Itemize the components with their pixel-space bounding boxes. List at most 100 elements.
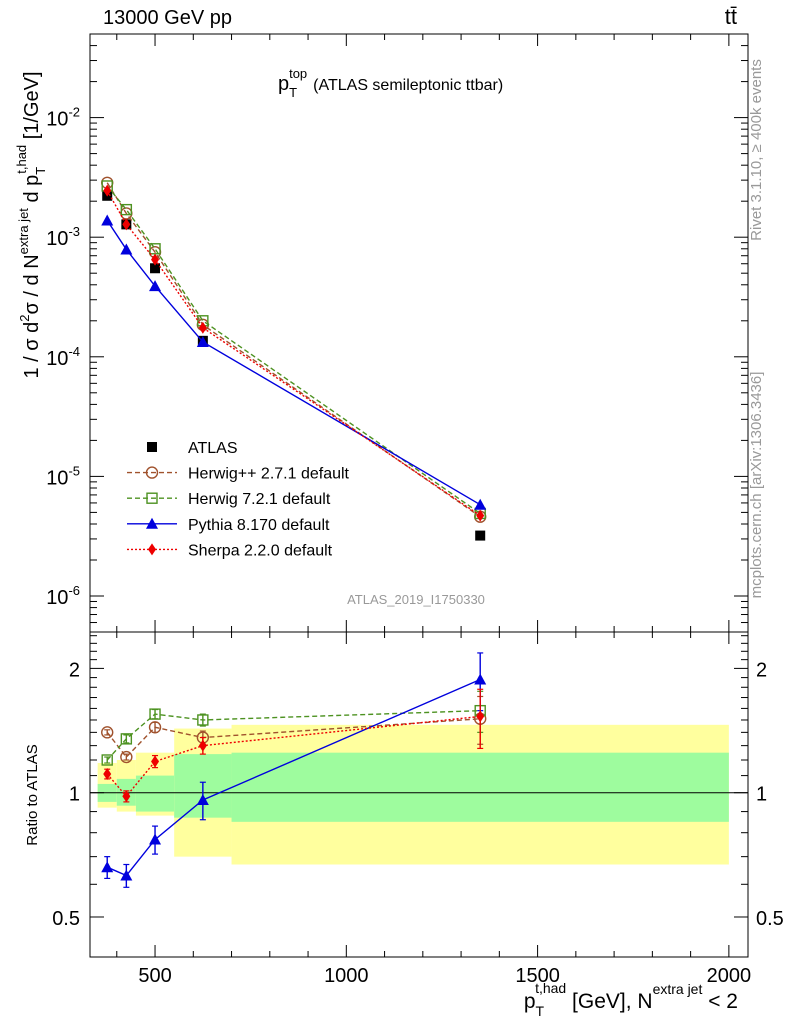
- y-tick-base: 10: [46, 228, 68, 250]
- ratio-point: [120, 733, 133, 745]
- y-label-dp: d p: [21, 175, 43, 208]
- legend-label: ATLAS: [188, 440, 238, 457]
- energy-label: 13000 GeV pp: [103, 7, 232, 29]
- legend-marker: [145, 466, 159, 479]
- series-3: [101, 214, 487, 510]
- ratio-point: [197, 714, 209, 726]
- data-point: [103, 184, 112, 197]
- ratio-band-inner: [231, 752, 729, 822]
- mcplots-label: mcplots.cern.ch [arXiv:1306.3436]: [748, 372, 765, 599]
- ratio-point: [122, 790, 131, 803]
- y-label-sup-thad: t,had: [14, 145, 29, 174]
- ratio-series: [101, 652, 487, 888]
- legend: ATLAS Herwig++ 2.7.1 default Herwig 7.2.1 …: [127, 440, 350, 559]
- ratio-point: [101, 726, 114, 739]
- series-line: [106, 182, 481, 518]
- x-label-p: p: [524, 990, 536, 1013]
- process-label: tt̄: [725, 4, 737, 29]
- ratio-point: [198, 739, 207, 752]
- series-line: [106, 220, 481, 506]
- data-point: [101, 214, 114, 226]
- x-tick-label: 500: [138, 965, 171, 987]
- legend-label: Herwig++ 2.7.1 default: [188, 466, 350, 483]
- ratio-point: [120, 750, 133, 764]
- y-tick-label: 10-5: [46, 463, 80, 489]
- series-line: [106, 185, 481, 515]
- y-label-prefix: 1 / σ d: [21, 322, 43, 379]
- ratio-point: [101, 754, 113, 766]
- legend-label: Pythia 8.170 default: [188, 517, 330, 534]
- data-point: [475, 530, 486, 541]
- ratio-point: [476, 710, 485, 723]
- ratio-point: [101, 861, 114, 873]
- data-point: [474, 498, 487, 510]
- x-label-sub: T: [536, 1003, 545, 1019]
- y-label-units: [1/GeV]: [21, 71, 43, 144]
- ratio-point: [149, 708, 161, 720]
- ratio-y-tick-label: 0.5: [52, 908, 80, 930]
- ratio-axes: 500 1000 1500 2000 0.5 0.5 1 1 2 2: [52, 631, 784, 987]
- plot-title: pTtop (ATLAS semileptonic ttbar): [278, 66, 503, 100]
- ratio-y-tick-label-right: 2: [756, 659, 767, 681]
- ratio-point: [196, 794, 209, 806]
- rivet-label: Rivet 3.1.10, ≥ 400k events: [748, 59, 765, 241]
- y-tick-label: 10-2: [46, 105, 80, 131]
- ratio-point: [103, 767, 112, 780]
- y-tick-exponent: -4: [68, 344, 80, 359]
- y-label-sub-t: T: [33, 167, 48, 175]
- x-tick-label: 1000: [324, 965, 369, 987]
- x-label-sup2: extra jet: [653, 981, 703, 997]
- ratio-point: [149, 833, 162, 845]
- data-point: [120, 243, 133, 255]
- ratio-y-tick-label: 1: [69, 784, 80, 806]
- data-point: [122, 218, 131, 231]
- legend-entry: Pythia 8.170 default: [127, 517, 330, 534]
- legend-label: Sherpa 2.2.0 default: [188, 542, 333, 559]
- ratio-y-axis-label: Ratio to ATLAS: [24, 744, 41, 845]
- data-point: [150, 263, 161, 274]
- y-tick-exponent: -5: [68, 463, 80, 478]
- x-tick-label: 1500: [515, 965, 560, 987]
- x-tick-label: 2000: [707, 965, 752, 987]
- y-tick-label: 10-6: [46, 583, 80, 609]
- data-point: [120, 203, 133, 216]
- y-label-mid: σ / d N: [21, 254, 43, 314]
- y-label-sup-extra: extra jet: [16, 208, 31, 255]
- plot-title-sup: top: [289, 66, 307, 81]
- data-point: [196, 335, 209, 347]
- legend-entry: Herwig++ 2.7.1 default: [127, 466, 350, 483]
- ratio-point: [474, 673, 487, 685]
- y-label-sup2: 2: [17, 314, 32, 321]
- plot-title-sub: T: [289, 85, 297, 100]
- y-tick-label: 10-4: [46, 344, 80, 370]
- analysis-label: ATLAS_2019_I1750330: [347, 592, 485, 607]
- main-axes: 10-610-510-410-310-2: [46, 33, 749, 633]
- y-tick-label: 10-3: [46, 224, 80, 250]
- y-tick-exponent: -3: [68, 224, 80, 239]
- y-tick-exponent: -2: [68, 105, 80, 120]
- ratio-band-inner: [135, 775, 175, 812]
- legend-entry: Sherpa 2.2.0 default: [127, 542, 333, 559]
- legend-marker: [148, 543, 156, 556]
- main-y-axis-label: 1 / σ d2σ / d Nextra jet d pTt,had [1/Ge…: [14, 71, 48, 378]
- ratio-point: [148, 721, 162, 734]
- legend-label: Herwig 7.2.1 default: [188, 491, 331, 508]
- data-point: [476, 509, 485, 522]
- ratio-series-4: [103, 688, 485, 803]
- ratio-y-tick-label: 2: [69, 659, 80, 681]
- ratio-line: [106, 715, 481, 798]
- x-axis-label: pTt,had [GeV], Nextra jet < 2: [524, 980, 738, 1019]
- y-tick-exponent: -6: [68, 583, 80, 598]
- plot-title-p: p: [278, 73, 289, 95]
- y-tick-base: 10: [46, 587, 68, 609]
- legend-marker: [146, 492, 158, 504]
- x-label-end: < 2: [702, 990, 738, 1013]
- ratio-point: [120, 869, 133, 881]
- ratio-y-tick-label-right: 0.5: [756, 908, 784, 930]
- plot-title-text: (ATLAS semileptonic ttbar): [313, 77, 503, 94]
- y-tick-base: 10: [46, 109, 68, 131]
- ratio-point: [151, 755, 160, 768]
- ratio-frame: [89, 631, 749, 958]
- data-point: [151, 253, 160, 266]
